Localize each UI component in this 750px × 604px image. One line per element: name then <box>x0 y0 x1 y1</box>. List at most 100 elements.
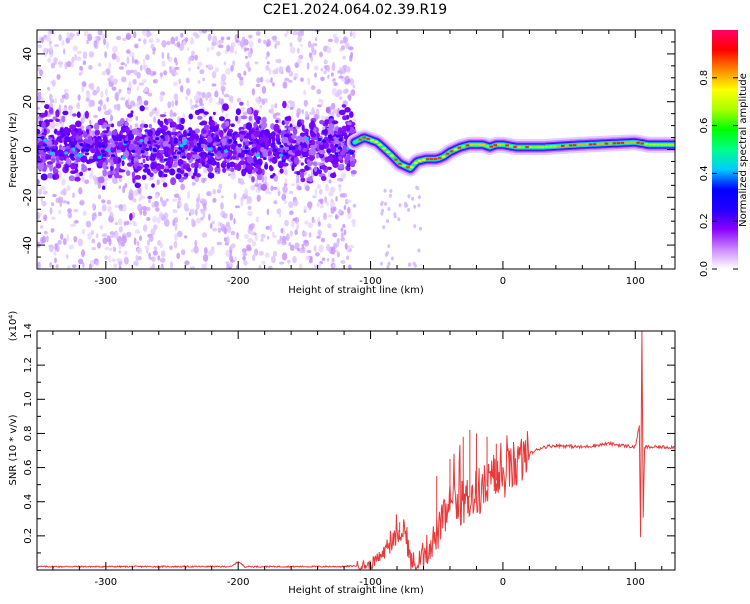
noise-speckle <box>327 74 330 79</box>
ridge-core <box>541 146 545 149</box>
noise-speckle <box>346 66 351 73</box>
noise-speckle <box>270 107 274 115</box>
band-blob <box>71 157 76 161</box>
noise-speckle <box>344 76 348 82</box>
noise-speckle <box>333 206 337 212</box>
noise-speckle <box>126 49 131 54</box>
noise-speckle <box>118 250 121 254</box>
noise-speckle <box>312 219 316 223</box>
noise-speckle <box>323 212 327 221</box>
snr-x-axis-label: Height of straight line (km) <box>288 585 424 596</box>
noise-speckle <box>123 221 127 226</box>
noise-speckle <box>154 107 157 112</box>
noise-speckle <box>413 204 417 209</box>
noise-speckle <box>116 55 120 63</box>
noise-speckle <box>52 79 56 87</box>
band-blob <box>129 213 133 221</box>
noise-speckle <box>247 50 252 59</box>
band-blob <box>239 133 245 140</box>
noise-speckle <box>330 246 336 255</box>
band-blob <box>146 168 151 176</box>
band-blob <box>180 117 186 125</box>
band-blob <box>253 110 259 117</box>
noise-speckle <box>90 169 94 176</box>
noise-speckle <box>212 188 217 195</box>
noise-speckle <box>128 81 133 89</box>
noise-speckle <box>326 46 332 54</box>
noise-speckle <box>323 65 328 69</box>
noise-speckle <box>68 244 74 250</box>
noise-speckle <box>292 255 297 264</box>
noise-speckle <box>207 64 213 69</box>
band-blob <box>328 123 335 130</box>
noise-speckle <box>76 56 82 62</box>
noise-speckle <box>266 39 271 47</box>
noise-speckle <box>39 69 43 77</box>
noise-speckle <box>287 100 294 104</box>
noise-speckle <box>295 181 300 187</box>
ridge-core <box>374 140 378 143</box>
noise-speckle <box>195 201 200 210</box>
noise-speckle <box>314 187 318 196</box>
noise-speckle <box>48 40 53 45</box>
noise-speckle <box>407 194 411 199</box>
band-highlight <box>147 140 152 145</box>
spectrogram-x-axis-label: Height of straight line (km) <box>288 285 424 296</box>
band-blob <box>299 168 306 173</box>
noise-speckle <box>294 229 298 236</box>
y-tick-label: 0.6 <box>23 460 34 476</box>
noise-speckle <box>272 250 278 257</box>
band-blob <box>342 115 348 121</box>
band-blob <box>186 167 192 172</box>
band-blob <box>198 163 202 169</box>
noise-speckle <box>340 172 346 180</box>
band-blob <box>134 182 141 189</box>
band-blob <box>226 144 230 152</box>
noise-speckle <box>91 212 97 220</box>
noise-speckle <box>348 264 352 269</box>
band-blob <box>203 124 210 131</box>
noise-speckle <box>124 182 128 189</box>
noise-speckle <box>61 94 66 99</box>
noise-speckle <box>86 39 89 45</box>
noise-speckle <box>139 235 142 241</box>
band-blob <box>45 156 52 160</box>
band-blob <box>43 128 47 135</box>
noise-speckle <box>200 216 204 221</box>
noise-speckle <box>220 73 227 82</box>
noise-speckle <box>49 261 53 268</box>
band-blob <box>276 148 281 152</box>
band-highlight <box>255 154 260 158</box>
x-tick-label: -100 <box>359 276 382 287</box>
band-blob <box>149 137 153 146</box>
noise-speckle <box>326 258 330 262</box>
noise-speckle <box>270 185 274 192</box>
noise-speckle <box>66 185 71 192</box>
noise-speckle <box>411 196 415 201</box>
noise-speckle <box>103 104 107 111</box>
noise-speckle <box>271 82 275 87</box>
band-blob <box>245 133 249 139</box>
noise-speckle <box>71 264 77 269</box>
noise-speckle <box>47 57 52 63</box>
noise-speckle <box>228 266 232 269</box>
y-tick-label: 1.4 <box>23 323 34 339</box>
band-highlight <box>71 147 76 151</box>
noise-speckle <box>268 68 272 75</box>
noise-speckle <box>278 213 282 218</box>
noise-speckle <box>151 256 156 263</box>
noise-speckle <box>85 220 92 228</box>
band-blob <box>346 166 351 171</box>
noise-speckle <box>47 86 51 91</box>
noise-speckle <box>324 196 328 204</box>
band-blob <box>235 108 241 116</box>
band-blob <box>219 129 224 138</box>
band-blob <box>344 107 351 113</box>
band-highlight <box>178 146 183 150</box>
noise-speckle <box>261 99 266 106</box>
band-highlight <box>140 150 145 154</box>
noise-speckle <box>57 196 64 203</box>
band-blob <box>128 143 136 151</box>
noise-speckle <box>191 50 195 56</box>
